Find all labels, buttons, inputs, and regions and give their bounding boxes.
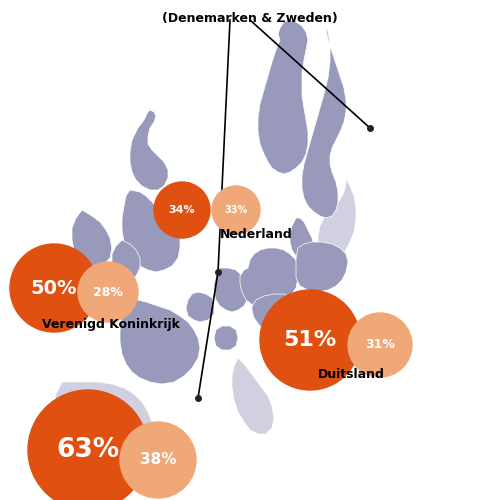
Text: 33%: 33% xyxy=(224,205,248,215)
Circle shape xyxy=(78,262,138,322)
Polygon shape xyxy=(290,218,314,262)
Polygon shape xyxy=(186,292,214,322)
Text: 31%: 31% xyxy=(365,338,395,351)
Text: 34%: 34% xyxy=(168,205,196,215)
Text: 28%: 28% xyxy=(93,286,123,298)
Polygon shape xyxy=(296,242,348,292)
Text: Nederland: Nederland xyxy=(220,228,293,241)
Text: 38%: 38% xyxy=(140,452,176,468)
Text: 63%: 63% xyxy=(56,437,120,463)
Polygon shape xyxy=(240,248,298,308)
Polygon shape xyxy=(72,210,112,266)
Polygon shape xyxy=(302,10,346,218)
Polygon shape xyxy=(122,190,180,272)
Circle shape xyxy=(10,244,98,332)
Polygon shape xyxy=(258,20,308,174)
Polygon shape xyxy=(232,358,274,434)
Text: Verenigd Koninkrijk: Verenigd Koninkrijk xyxy=(42,318,180,331)
Circle shape xyxy=(348,313,412,377)
Text: 51%: 51% xyxy=(284,330,337,350)
Text: 50%: 50% xyxy=(31,278,77,297)
Polygon shape xyxy=(54,382,154,468)
Polygon shape xyxy=(120,300,200,384)
Polygon shape xyxy=(252,294,300,330)
Text: (Denemarken & Zweden): (Denemarken & Zweden) xyxy=(162,12,338,25)
Polygon shape xyxy=(214,326,238,350)
Circle shape xyxy=(154,182,210,238)
Polygon shape xyxy=(214,268,248,312)
Polygon shape xyxy=(318,178,356,262)
Polygon shape xyxy=(112,240,140,280)
Text: Duitsland: Duitsland xyxy=(318,368,385,381)
Circle shape xyxy=(212,186,260,234)
Polygon shape xyxy=(130,110,168,190)
Polygon shape xyxy=(296,264,316,288)
Circle shape xyxy=(260,290,360,390)
Circle shape xyxy=(28,390,148,500)
Circle shape xyxy=(120,422,196,498)
